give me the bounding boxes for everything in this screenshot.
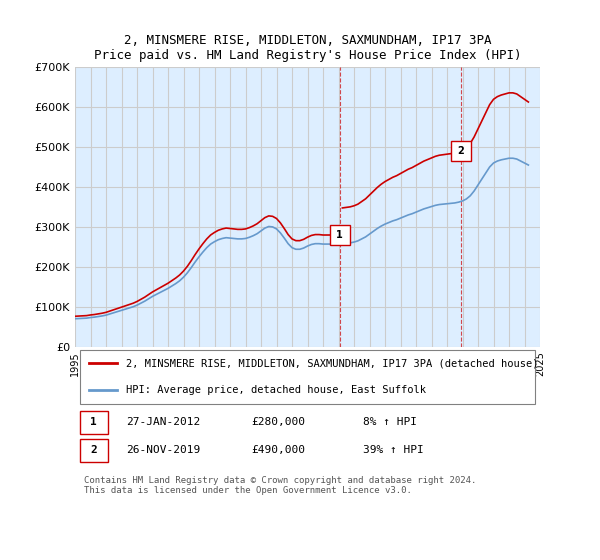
- Text: Contains HM Land Registry data © Crown copyright and database right 2024.
This d: Contains HM Land Registry data © Crown c…: [84, 476, 476, 496]
- Title: 2, MINSMERE RISE, MIDDLETON, SAXMUNDHAM, IP17 3PA
Price paid vs. HM Land Registr: 2, MINSMERE RISE, MIDDLETON, SAXMUNDHAM,…: [94, 34, 521, 62]
- Text: 2: 2: [458, 146, 464, 156]
- Text: 1: 1: [90, 417, 97, 427]
- Text: 39% ↑ HPI: 39% ↑ HPI: [364, 445, 424, 455]
- FancyBboxPatch shape: [80, 411, 107, 433]
- Text: 8% ↑ HPI: 8% ↑ HPI: [364, 417, 418, 427]
- Text: 26-NOV-2019: 26-NOV-2019: [126, 445, 200, 455]
- Text: £280,000: £280,000: [252, 417, 306, 427]
- Text: 2, MINSMERE RISE, MIDDLETON, SAXMUNDHAM, IP17 3PA (detached house): 2, MINSMERE RISE, MIDDLETON, SAXMUNDHAM,…: [126, 358, 539, 368]
- Text: 1: 1: [336, 230, 343, 240]
- FancyBboxPatch shape: [80, 439, 107, 461]
- Text: HPI: Average price, detached house, East Suffolk: HPI: Average price, detached house, East…: [126, 385, 426, 395]
- Text: 27-JAN-2012: 27-JAN-2012: [126, 417, 200, 427]
- Text: £490,000: £490,000: [252, 445, 306, 455]
- Text: 2: 2: [90, 445, 97, 455]
- FancyBboxPatch shape: [80, 349, 535, 404]
